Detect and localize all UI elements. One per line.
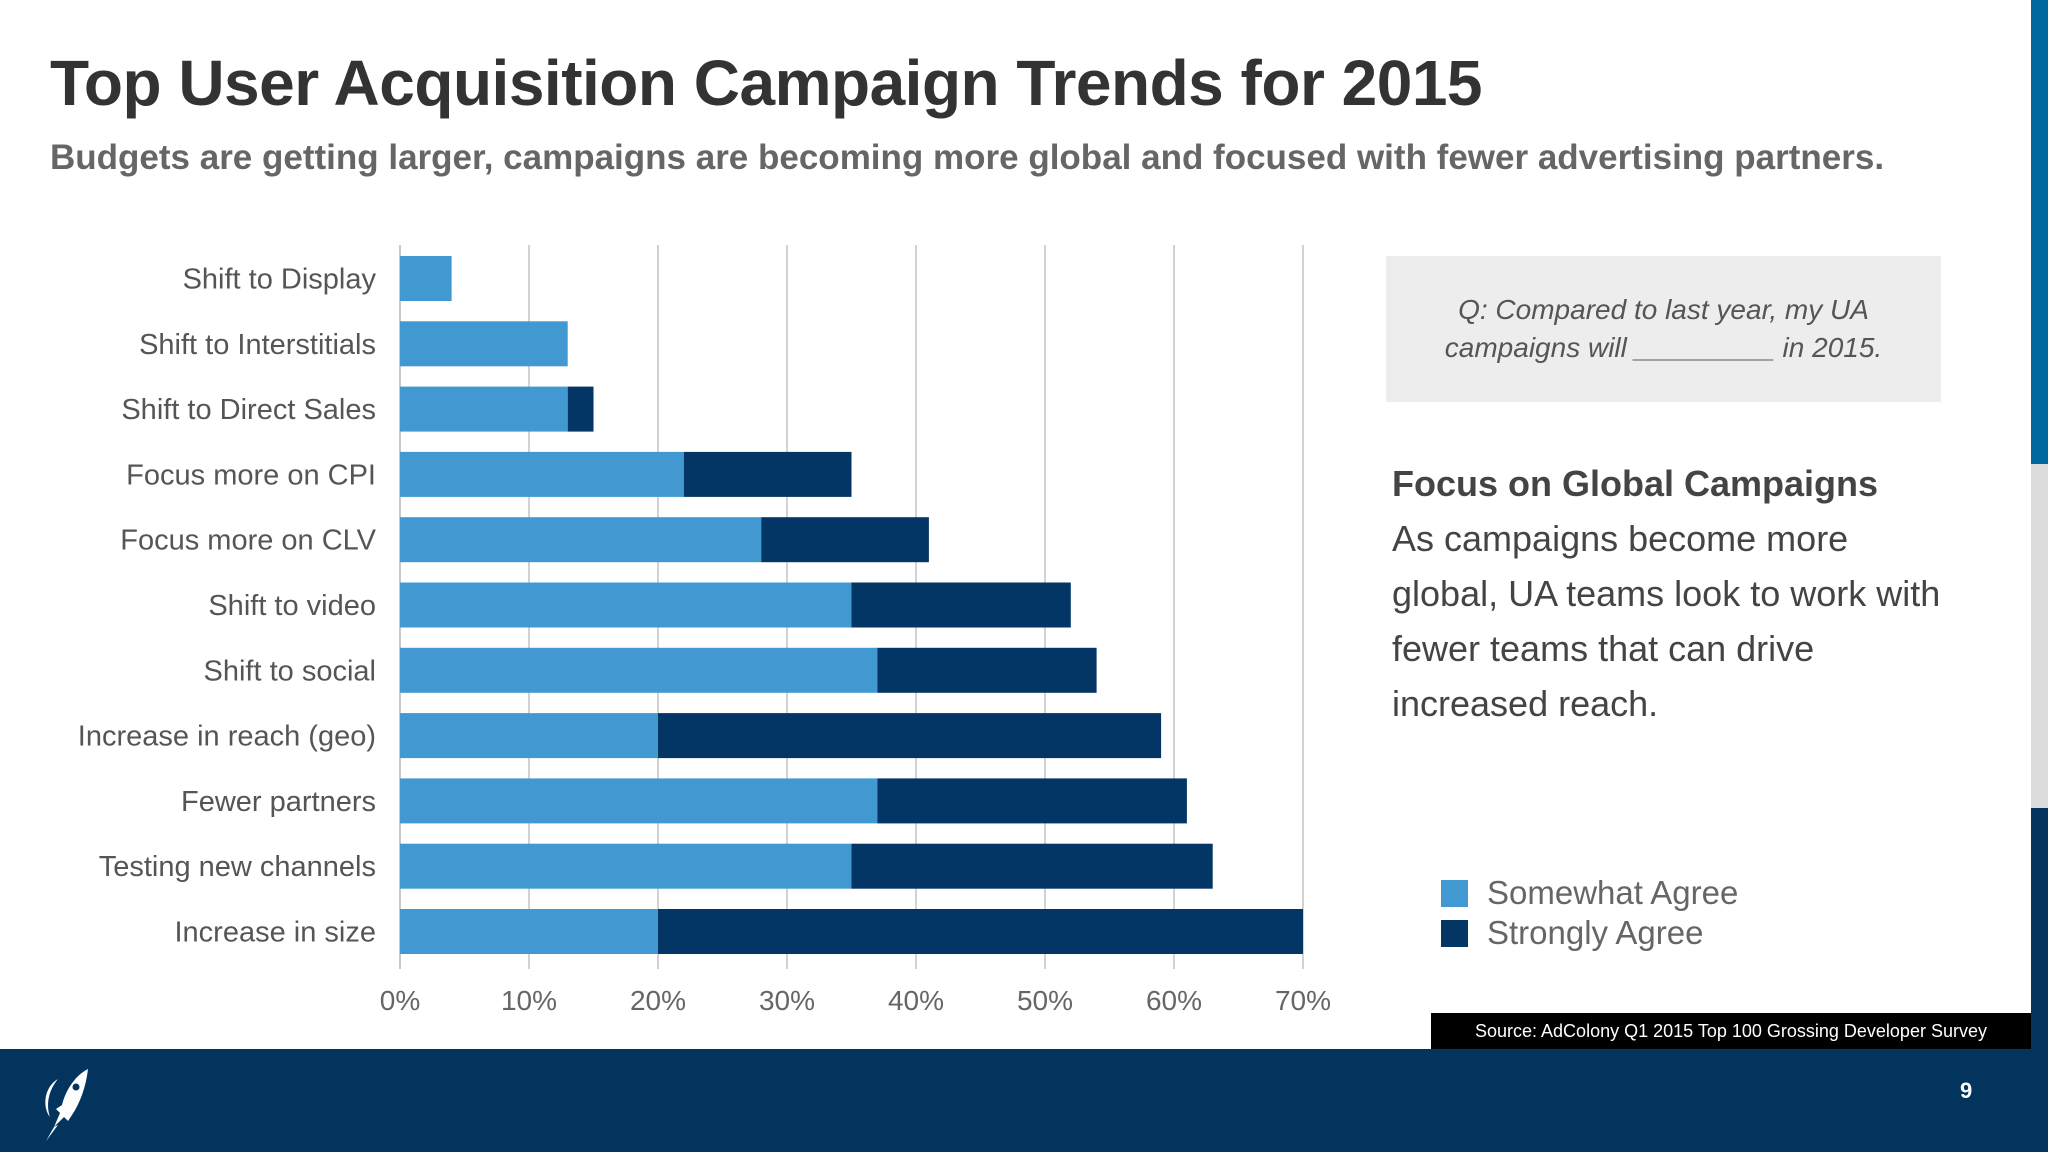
bar-strongly bbox=[851, 843, 1213, 889]
bar-strongly bbox=[683, 451, 852, 497]
bar-strongly bbox=[567, 386, 594, 432]
bar-strongly bbox=[658, 713, 1162, 759]
question-box: Q: Compared to last year, my UA campaign… bbox=[1386, 256, 1941, 402]
rocket-logo-icon bbox=[45, 1069, 88, 1141]
focus-text-block: Focus on Global Campaigns As campaigns b… bbox=[1392, 456, 1952, 731]
bar-strongly bbox=[761, 517, 929, 563]
page-subtitle: Budgets are getting larger, campaigns ar… bbox=[50, 138, 1885, 177]
accent-strip-gray bbox=[2031, 464, 2048, 808]
bar-somewhat bbox=[400, 778, 878, 824]
bar-somewhat bbox=[400, 582, 852, 628]
x-tick-label: 20% bbox=[630, 985, 686, 1016]
focus-heading: Focus on Global Campaigns bbox=[1392, 463, 1879, 504]
bar-strongly bbox=[877, 647, 1097, 693]
bar-strongly bbox=[658, 909, 1303, 954]
bar-somewhat bbox=[400, 843, 852, 889]
x-tick-label: 70% bbox=[1275, 985, 1331, 1016]
accent-strip-blue bbox=[2031, 0, 2048, 464]
category-label: Increase in size bbox=[175, 917, 377, 949]
legend-swatch bbox=[1441, 879, 1468, 907]
category-label: Shift to video bbox=[208, 590, 376, 622]
legend-label: Somewhat Agree bbox=[1487, 874, 1739, 911]
question-text: Q: Compared to last year, my UA campaign… bbox=[1444, 294, 1883, 363]
legend-swatch bbox=[1441, 919, 1468, 947]
page-title: Top User Acquisition Campaign Trends for… bbox=[50, 47, 1483, 119]
bar-somewhat bbox=[400, 647, 878, 693]
category-label: Shift to Interstitials bbox=[139, 329, 376, 361]
category-label: Shift to social bbox=[204, 655, 376, 687]
bar-somewhat bbox=[400, 386, 568, 432]
bar-somewhat bbox=[400, 451, 684, 497]
x-tick-label: 60% bbox=[1146, 985, 1202, 1016]
legend-item-strongly: Strongly Agree bbox=[1441, 914, 1703, 952]
x-tick-label: 0% bbox=[380, 985, 420, 1016]
focus-body: As campaigns become more global, UA team… bbox=[1392, 518, 1941, 724]
footer-bar bbox=[0, 1049, 2048, 1152]
legend-item-somewhat: Somewhat Agree bbox=[1441, 874, 1738, 912]
bar-somewhat bbox=[400, 517, 762, 563]
category-label: Shift to Direct Sales bbox=[121, 394, 376, 426]
bar-strongly bbox=[851, 582, 1071, 628]
page-number: 9 bbox=[1960, 1078, 1973, 1103]
x-tick-label: 30% bbox=[759, 985, 815, 1016]
bar-strongly bbox=[877, 778, 1187, 824]
category-label: Shift to Display bbox=[183, 264, 377, 296]
bar-somewhat bbox=[400, 713, 658, 759]
x-tick-label: 10% bbox=[501, 985, 557, 1016]
bar-somewhat bbox=[400, 909, 658, 954]
legend-label: Strongly Agree bbox=[1487, 914, 1704, 951]
category-label: Focus more on CLV bbox=[120, 525, 376, 557]
accent-strip-navy bbox=[2031, 808, 2048, 1152]
x-tick-label: 50% bbox=[1017, 985, 1073, 1016]
bar-somewhat bbox=[400, 256, 452, 301]
x-tick-label: 40% bbox=[888, 985, 944, 1016]
category-label: Focus more on CPI bbox=[126, 459, 376, 491]
category-label: Fewer partners bbox=[181, 786, 376, 818]
bar-somewhat bbox=[400, 321, 568, 367]
source-note: Source: AdColony Q1 2015 Top 100 Grossin… bbox=[1431, 1013, 2031, 1049]
stacked-bar-chart: 0% 10% 20% 30% 40% 50% 60% 70% Shift to Display S… bbox=[78, 245, 1331, 1016]
category-label: Testing new channels bbox=[99, 851, 376, 883]
category-label: Increase in reach (geo) bbox=[78, 721, 376, 753]
